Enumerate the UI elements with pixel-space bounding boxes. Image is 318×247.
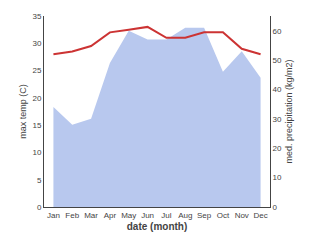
svg-text:60: 60 (273, 26, 282, 35)
svg-text:May: May (121, 211, 136, 220)
svg-text:Oct: Oct (217, 211, 230, 220)
svg-text:0: 0 (273, 203, 278, 212)
svg-text:max temp (C): max temp (C) (18, 84, 28, 139)
svg-text:Feb: Feb (65, 211, 79, 220)
svg-text:Jul: Jul (161, 211, 171, 220)
svg-text:Sep: Sep (197, 211, 212, 220)
svg-text:med. precipitation (kg/m2): med. precipitation (kg/m2) (284, 59, 294, 163)
svg-text:Nov: Nov (235, 211, 249, 220)
svg-text:Mar: Mar (84, 211, 98, 220)
svg-text:30: 30 (273, 115, 282, 124)
svg-text:30: 30 (32, 39, 41, 48)
svg-text:Jun: Jun (141, 211, 154, 220)
svg-text:Aug: Aug (178, 211, 192, 220)
svg-text:20: 20 (32, 94, 41, 103)
svg-text:Dec: Dec (253, 211, 267, 220)
svg-text:Jan: Jan (47, 211, 60, 220)
svg-text:10: 10 (273, 173, 282, 182)
svg-text:Apr: Apr (104, 211, 117, 220)
svg-text:20: 20 (273, 144, 282, 153)
svg-text:5: 5 (37, 176, 42, 185)
svg-text:15: 15 (32, 121, 41, 130)
svg-text:0: 0 (37, 203, 42, 212)
svg-text:35: 35 (32, 12, 41, 21)
svg-text:50: 50 (273, 56, 282, 65)
svg-text:date (month): date (month) (127, 221, 188, 232)
svg-text:10: 10 (32, 148, 41, 157)
svg-text:25: 25 (32, 66, 41, 75)
svg-text:40: 40 (273, 85, 282, 94)
